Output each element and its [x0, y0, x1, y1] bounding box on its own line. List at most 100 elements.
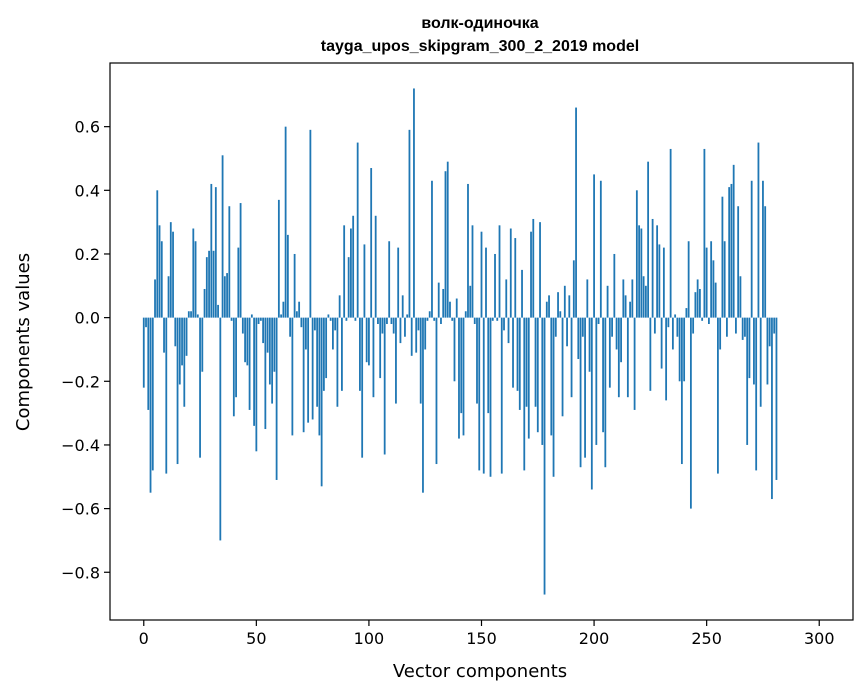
- bar: [523, 317, 526, 471]
- bar: [669, 148, 672, 318]
- y-tick-label: 0.2: [75, 245, 100, 264]
- bar: [498, 225, 501, 318]
- x-axis-label: Vector components: [393, 661, 567, 682]
- bar: [419, 317, 422, 404]
- bar: [631, 279, 634, 318]
- bar: [253, 317, 255, 426]
- bar: [149, 317, 152, 493]
- bar: [604, 317, 607, 468]
- bar: [408, 129, 411, 318]
- bar: [773, 317, 776, 334]
- bar: [579, 317, 582, 468]
- bar: [660, 317, 663, 369]
- bar: [282, 301, 285, 318]
- bar: [577, 317, 580, 360]
- bar: [199, 317, 201, 458]
- bar: [512, 317, 514, 388]
- y-tick-label: −0.6: [61, 500, 100, 519]
- bar: [595, 317, 598, 445]
- bar: [741, 317, 744, 340]
- bar: [165, 317, 168, 474]
- bar: [183, 317, 186, 407]
- bar: [437, 282, 440, 318]
- bar: [768, 317, 771, 347]
- bar: [701, 317, 704, 321]
- bar: [325, 317, 328, 379]
- bar: [651, 218, 654, 318]
- bar: [467, 183, 469, 318]
- bar: [473, 317, 476, 324]
- bar: [377, 317, 379, 324]
- bar: [316, 317, 319, 407]
- bar: [541, 317, 544, 445]
- bar: [500, 317, 503, 474]
- bar: [762, 180, 764, 318]
- bar: [726, 317, 728, 337]
- x-tick-label: 50: [246, 629, 266, 648]
- bar: [494, 253, 496, 318]
- bar: [710, 241, 713, 318]
- bar: [554, 317, 557, 337]
- bar: [379, 317, 382, 379]
- bar: [548, 295, 550, 318]
- bar: [300, 317, 303, 328]
- bar: [295, 311, 298, 318]
- bar: [440, 317, 442, 324]
- bar: [350, 228, 352, 318]
- bar: [332, 317, 334, 350]
- bar: [395, 317, 397, 404]
- bar: [705, 247, 708, 318]
- bar: [352, 215, 355, 318]
- bar: [345, 317, 348, 321]
- bar: [142, 317, 145, 388]
- bar: [744, 317, 746, 337]
- bar: [417, 317, 420, 331]
- bar: [753, 317, 755, 385]
- bar: [692, 317, 695, 334]
- bar: [435, 317, 438, 465]
- bar: [453, 317, 456, 382]
- y-tick-label: −0.4: [61, 436, 100, 455]
- bar: [431, 180, 433, 318]
- bar: [388, 241, 391, 318]
- bar: [172, 231, 174, 318]
- bar: [561, 317, 564, 417]
- bar: [365, 317, 368, 363]
- bar: [678, 317, 681, 382]
- y-tick-label: −0.8: [61, 563, 100, 582]
- bar: [735, 317, 737, 334]
- bar: [426, 317, 429, 321]
- bar: [552, 317, 555, 477]
- bar: [509, 228, 512, 318]
- bar: [309, 129, 312, 318]
- bar: [413, 88, 415, 318]
- bar: [230, 317, 233, 321]
- bar: [703, 148, 706, 318]
- bar: [723, 241, 726, 318]
- bar: [190, 311, 192, 318]
- bar: [341, 317, 343, 391]
- bar: [530, 231, 532, 318]
- bar: [318, 317, 321, 436]
- bar: [277, 199, 280, 318]
- bar: [404, 317, 406, 337]
- bar: [557, 292, 559, 318]
- bar: [633, 317, 636, 410]
- bar: [428, 311, 431, 318]
- bar: [680, 317, 683, 465]
- bar: [338, 295, 341, 318]
- bar: [248, 317, 251, 410]
- bar: [550, 317, 553, 436]
- bar: [514, 238, 517, 318]
- bar: [759, 317, 762, 407]
- bar: [617, 317, 620, 398]
- bar: [482, 317, 485, 474]
- x-axis-ticks: 0 50 100 150 200 250 300: [139, 620, 835, 648]
- bar: [687, 241, 690, 318]
- bar: [518, 317, 521, 410]
- bar: [545, 301, 548, 318]
- bar: [424, 317, 427, 350]
- y-tick-label: 0.4: [75, 181, 100, 200]
- bar: [156, 190, 159, 318]
- bar: [361, 317, 364, 458]
